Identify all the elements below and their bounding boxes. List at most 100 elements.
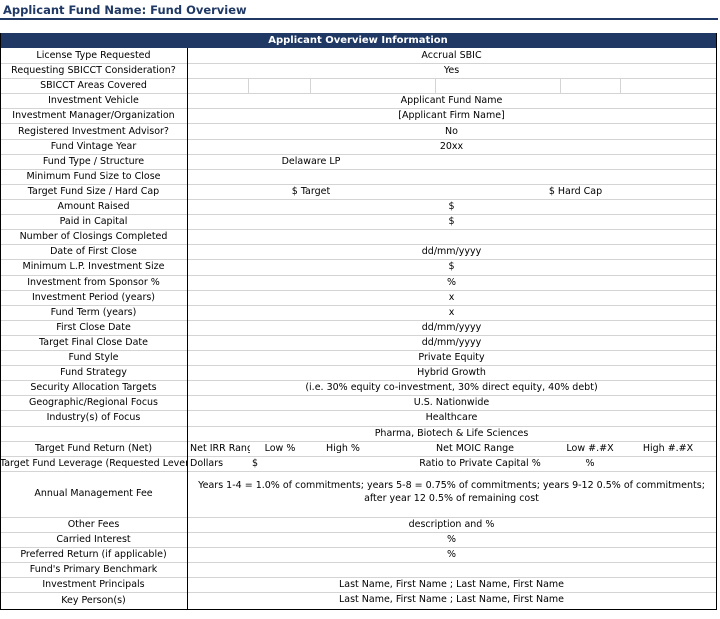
row-label: Fund Strategy	[60, 367, 127, 379]
cell-divider	[620, 78, 621, 94]
row-label: License Type Requested	[36, 50, 151, 61]
row-value: Accrual SBIC	[421, 50, 482, 61]
row-value: %	[585, 457, 595, 469]
row-line	[0, 577, 716, 578]
row-label: Registered Investment Advisor?	[18, 125, 169, 137]
title-rule	[0, 18, 718, 20]
row-line	[0, 456, 716, 457]
row-line	[0, 532, 716, 533]
row-label: Fund Vintage Year	[50, 140, 137, 152]
row-line	[0, 63, 716, 64]
row-value: dd/mm/yyyy	[421, 246, 482, 258]
row-line	[0, 229, 716, 230]
row-value: (i.e. 30% equity co-investment, 30% dire…	[305, 382, 598, 394]
row-value: No	[445, 125, 458, 137]
row-value: $	[448, 201, 455, 212]
row-line	[0, 199, 716, 200]
row-label: Fund Style	[68, 352, 119, 363]
row-value: %	[446, 533, 457, 545]
row-value: High %	[326, 442, 360, 454]
row-line	[0, 214, 716, 215]
row-value: %	[446, 549, 457, 560]
row-line	[0, 335, 716, 336]
row-label: Target Final Close Date	[39, 336, 148, 348]
row-line	[0, 547, 716, 548]
row-label: Minimum L.P. Investment Size	[22, 261, 165, 273]
row-label: Other Fees	[67, 518, 120, 530]
row-label: Target Fund Size / Hard Cap	[27, 185, 160, 197]
row-label: Annual Management Fee	[34, 487, 153, 499]
row-label: Minimum Fund Size to Close	[26, 170, 161, 182]
row-line	[0, 410, 716, 411]
row-value: Last Name, First Name ; Last Name, First…	[338, 579, 565, 591]
cell-divider	[435, 78, 436, 94]
row-line	[0, 123, 716, 124]
table-border	[187, 48, 188, 610]
row-line	[0, 426, 716, 427]
row-value: Yes	[443, 65, 460, 77]
row-value: Low #.#X	[566, 442, 614, 454]
row-value: High #.#X	[642, 442, 694, 454]
row-line	[0, 78, 716, 79]
row-label: Security Allocation Targets	[30, 382, 157, 394]
row-line	[0, 93, 716, 94]
row-value: Dollars	[190, 457, 224, 469]
table-header: Applicant Overview Information	[0, 33, 716, 48]
row-value: Applicant Fund Name	[400, 95, 503, 107]
row-value: %	[446, 276, 457, 288]
row-value: $	[448, 261, 455, 273]
row-line	[0, 395, 716, 396]
row-line	[0, 365, 716, 366]
row-value: dd/mm/yyyy	[421, 321, 482, 333]
row-label: Target Fund Return (Net)	[34, 442, 153, 454]
row-value: Hybrid Growth	[417, 367, 486, 379]
row-label: SBICCT Areas Covered	[40, 80, 147, 92]
row-line	[0, 305, 716, 306]
row-label: Number of Closings Completed	[19, 231, 168, 243]
row-line	[0, 562, 716, 563]
row-value: x	[448, 306, 455, 318]
row-value: Pharma, Biotech & Life Sciences	[374, 427, 529, 439]
row-line	[0, 108, 716, 109]
row-value: Net IRR Range	[190, 442, 250, 454]
table-border	[716, 33, 717, 610]
row-label: Investment Period (years)	[31, 291, 156, 303]
row-value: $ Target	[291, 185, 331, 197]
row-line	[0, 244, 716, 245]
cell-divider	[560, 78, 561, 94]
row-value: description and %	[408, 518, 495, 530]
row-label: Investment Manager/Organization	[12, 110, 175, 122]
row-line	[0, 441, 716, 442]
row-value: Last Name, First Name ; Last Name, First…	[338, 594, 565, 606]
cell-divider	[248, 78, 249, 94]
row-line	[0, 275, 716, 276]
row-line	[0, 259, 716, 260]
row-label: Carried Interest	[56, 533, 131, 545]
row-label: Key Person(s)	[61, 595, 126, 607]
table-border	[0, 609, 717, 610]
row-value: Low %	[264, 442, 296, 454]
row-value: Years 1-4 = 1.0% of commitments; years 5…	[198, 479, 705, 504]
row-line	[0, 517, 716, 518]
row-label: Fund's Primary Benchmark	[29, 564, 158, 576]
row-line	[0, 592, 716, 593]
row-line	[0, 290, 716, 291]
page-title: Applicant Fund Name: Fund Overview	[3, 3, 247, 17]
table-border	[0, 33, 1, 610]
row-line	[0, 184, 716, 185]
row-label: Investment Vehicle	[48, 95, 139, 107]
row-label: Fund Term (years)	[50, 306, 137, 318]
row-value: $ Hard Cap	[548, 185, 603, 197]
row-value: [Applicant Firm Name]	[398, 110, 505, 122]
row-value: Delaware LP	[281, 155, 341, 167]
row-label: Amount Raised	[57, 201, 130, 212]
row-line	[0, 380, 716, 381]
row-line	[0, 139, 716, 140]
row-value: Ratio to Private Capital %	[419, 457, 541, 469]
row-label: Paid in Capital	[59, 216, 128, 228]
row-label: First Close Date	[56, 321, 131, 333]
row-line	[0, 169, 716, 170]
row-label: Preferred Return (if applicable)	[20, 549, 167, 560]
row-value: Private Equity	[418, 352, 485, 363]
